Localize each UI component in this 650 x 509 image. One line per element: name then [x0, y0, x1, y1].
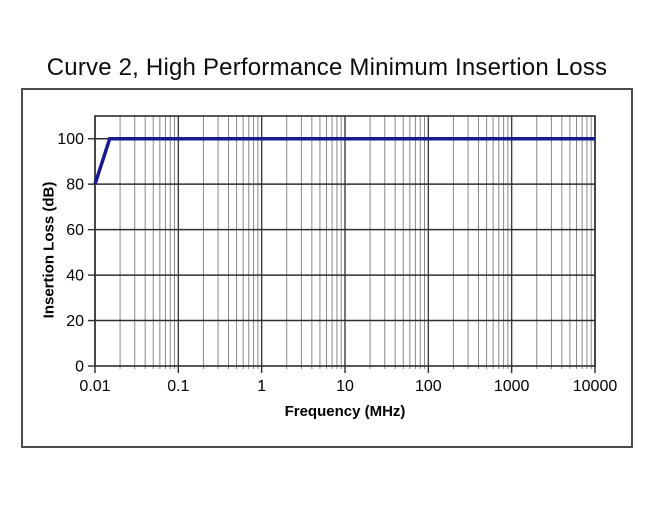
x-tick-label: 10 [336, 378, 354, 395]
x-axis-title: Frequency (MHz) [284, 403, 406, 420]
insertion-loss-curve [93, 136, 595, 185]
x-tick-label: 1000 [494, 378, 530, 395]
y-tick-label: 80 [66, 177, 84, 194]
y-tick-label: 20 [66, 313, 84, 330]
y-tick-label: 60 [66, 222, 84, 239]
y-tick-label: 0 [75, 359, 84, 376]
x-tick-label: 0.01 [79, 378, 110, 395]
chart-title: Curve 2, High Performance Minimum Insert… [46, 54, 608, 81]
x-tick-label: 100 [415, 378, 442, 395]
x-tick-label: 10000 [573, 378, 618, 395]
x-tick-label: 0.1 [167, 378, 189, 395]
x-tick-label: 1 [257, 378, 266, 395]
y-tick-label: 40 [66, 268, 84, 285]
y-tick-label: 100 [57, 131, 84, 148]
y-axis-title: Insertion Loss (dB) [40, 181, 58, 319]
